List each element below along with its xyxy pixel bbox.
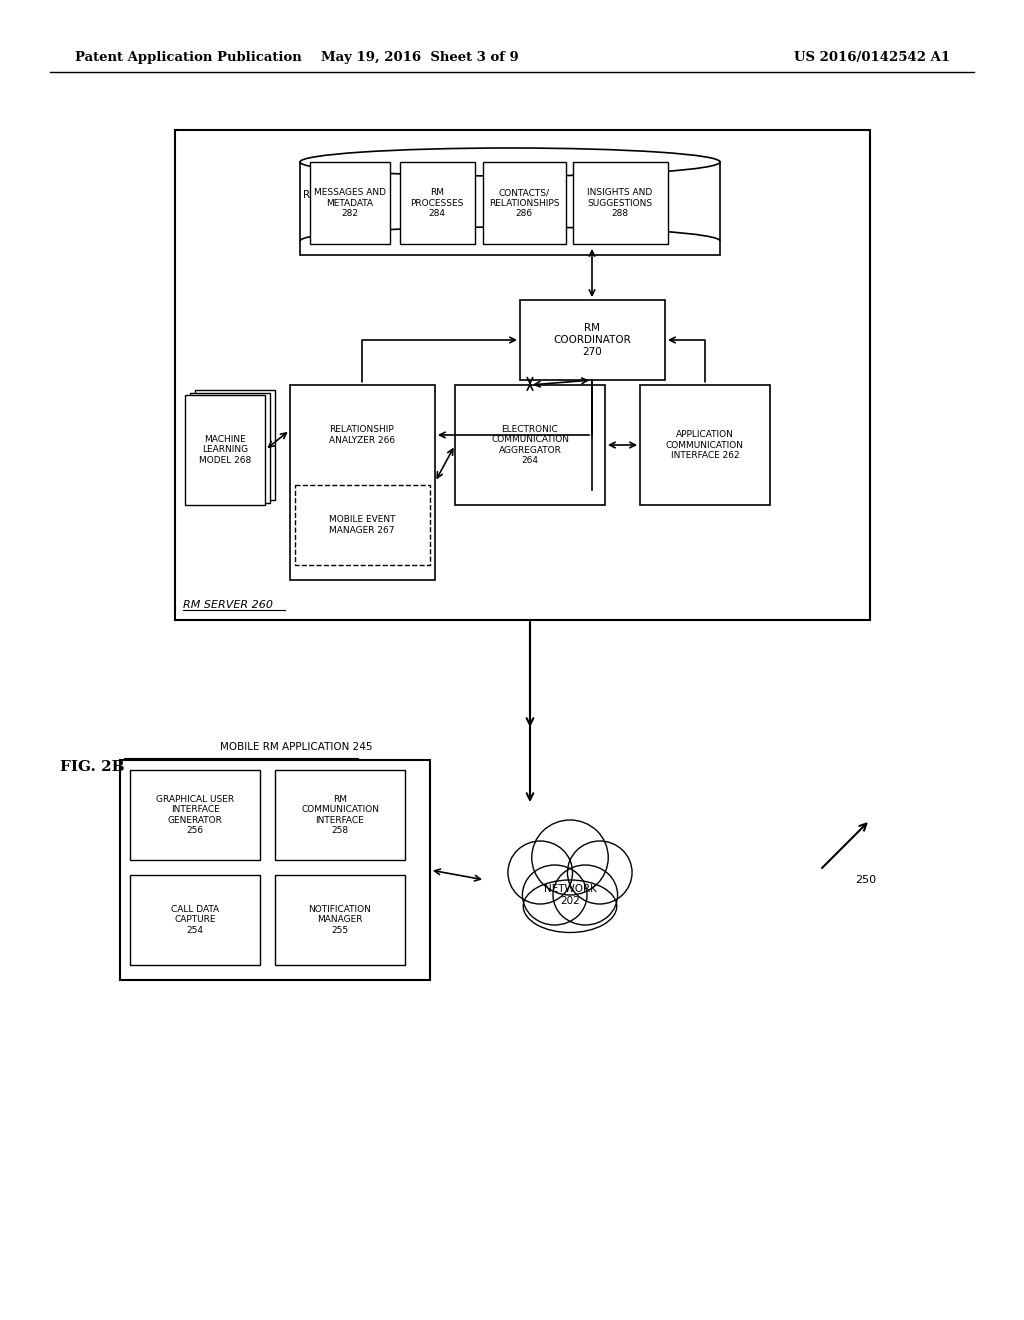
Bar xyxy=(640,385,770,506)
Text: RELATIONSHIP
ANALYZER 266: RELATIONSHIP ANALYZER 266 xyxy=(329,425,395,445)
Bar xyxy=(175,129,870,620)
Bar xyxy=(185,395,265,506)
Ellipse shape xyxy=(553,865,617,925)
Text: RM SERVER 260: RM SERVER 260 xyxy=(183,601,273,610)
Text: RM
COORDINATOR
270: RM COORDINATOR 270 xyxy=(553,323,631,356)
Text: ELECTRONIC
COMMUNICATION
AGGREGATOR
264: ELECTRONIC COMMUNICATION AGGREGATOR 264 xyxy=(490,425,569,465)
Text: GRAPHICAL USER
INTERFACE
GENERATOR
256: GRAPHICAL USER INTERFACE GENERATOR 256 xyxy=(156,795,234,836)
Text: FIG. 2B: FIG. 2B xyxy=(60,760,125,774)
Text: APPLICATION
COMMUNICATION
INTERFACE 262: APPLICATION COMMUNICATION INTERFACE 262 xyxy=(666,430,744,459)
Bar xyxy=(483,162,566,244)
Text: May 19, 2016  Sheet 3 of 9: May 19, 2016 Sheet 3 of 9 xyxy=(322,51,519,65)
Bar xyxy=(190,393,270,503)
Text: Patent Application Publication: Patent Application Publication xyxy=(75,51,302,65)
Text: MESSAGES AND
METADATA
282: MESSAGES AND METADATA 282 xyxy=(314,187,386,218)
Bar xyxy=(120,760,430,979)
Ellipse shape xyxy=(300,148,720,176)
Bar xyxy=(130,875,260,965)
Bar xyxy=(520,300,665,380)
Text: NOTIFICATION
MANAGER
255: NOTIFICATION MANAGER 255 xyxy=(308,906,372,935)
Text: RM
COMMUNICATION
INTERFACE
258: RM COMMUNICATION INTERFACE 258 xyxy=(301,795,379,836)
Ellipse shape xyxy=(522,865,587,925)
Text: MOBILE EVENT
MANAGER 267: MOBILE EVENT MANAGER 267 xyxy=(329,515,395,535)
Bar xyxy=(130,770,260,861)
Ellipse shape xyxy=(531,820,608,895)
Text: MACHINE
LEARNING
MODEL 268: MACHINE LEARNING MODEL 268 xyxy=(199,436,251,465)
Ellipse shape xyxy=(523,880,616,932)
Text: 250: 250 xyxy=(855,875,877,884)
Bar xyxy=(195,389,275,500)
Text: US 2016/0142542 A1: US 2016/0142542 A1 xyxy=(794,51,950,65)
Bar xyxy=(290,385,435,579)
Text: INSIGHTS AND
SUGGESTIONS
288: INSIGHTS AND SUGGESTIONS 288 xyxy=(588,187,652,218)
Bar xyxy=(400,162,475,244)
Bar xyxy=(455,385,605,506)
Bar xyxy=(573,162,668,244)
Ellipse shape xyxy=(508,841,572,904)
Bar xyxy=(275,875,406,965)
Bar xyxy=(300,162,720,255)
Text: CALL DATA
CAPTURE
254: CALL DATA CAPTURE 254 xyxy=(171,906,219,935)
Bar xyxy=(295,484,430,565)
Ellipse shape xyxy=(567,841,632,904)
Text: NETWORK
202: NETWORK 202 xyxy=(544,884,596,906)
Text: RM
PROCESSES
284: RM PROCESSES 284 xyxy=(411,187,464,218)
Text: MOBILE RM APPLICATION 245: MOBILE RM APPLICATION 245 xyxy=(220,742,373,752)
Text: CONTACTS/
RELATIONSHIPS
286: CONTACTS/ RELATIONSHIPS 286 xyxy=(488,187,559,218)
Bar xyxy=(275,770,406,861)
Bar xyxy=(310,162,390,244)
Text: RM DATA STORE
280: RM DATA STORE 280 xyxy=(303,190,387,211)
